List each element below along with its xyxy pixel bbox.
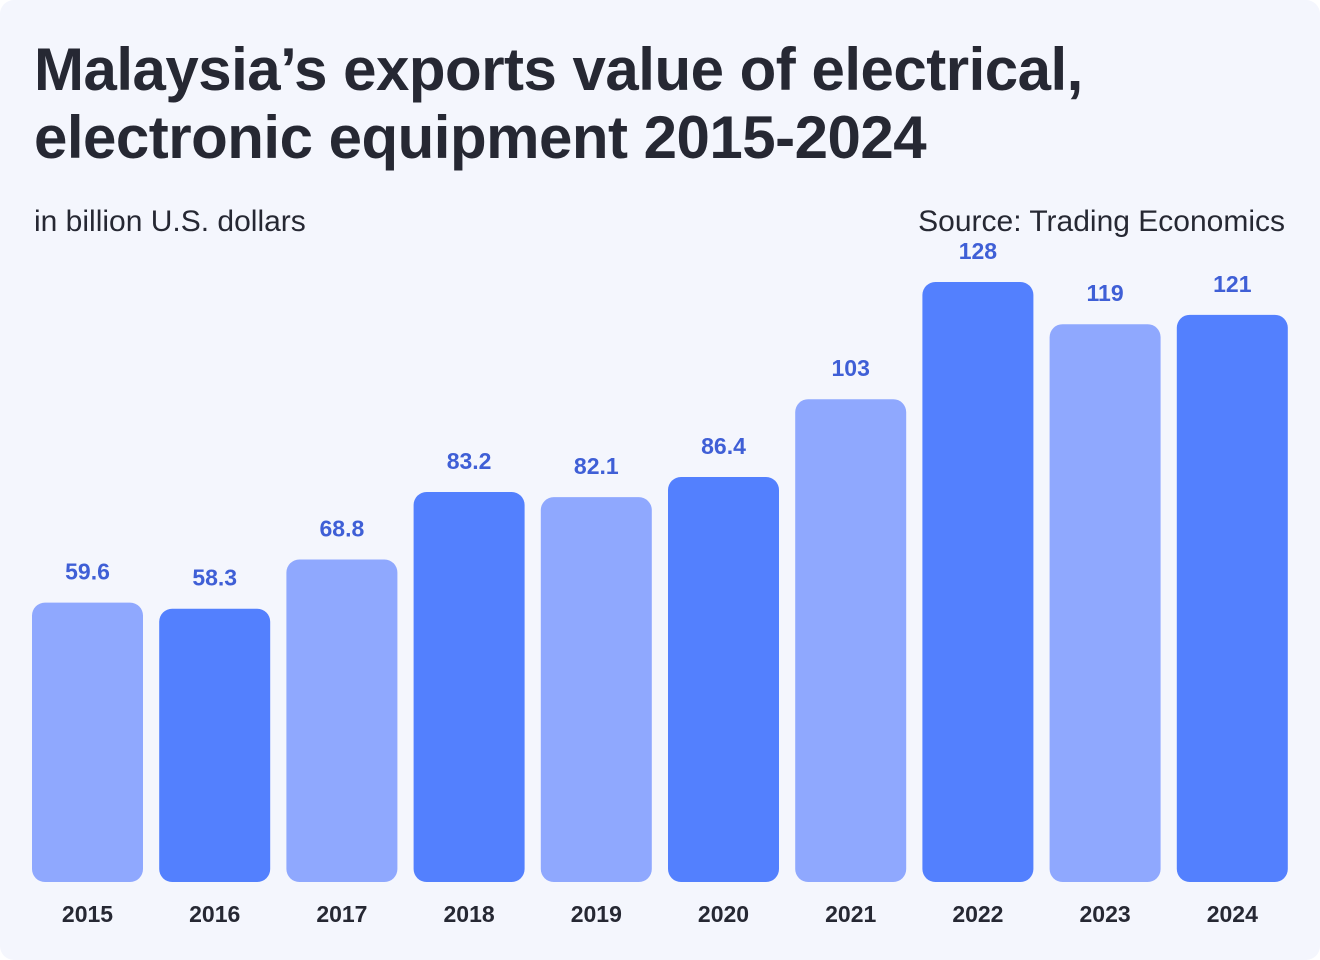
x-tick-label-2021: 2021 [825,901,876,927]
bar-2024 [1176,314,1288,882]
value-label-2022: 128 [959,238,998,264]
bar-2023 [1049,324,1161,882]
bar-2017 [286,559,398,882]
value-label-2019: 82.1 [574,453,619,479]
x-tick-label-2023: 2023 [1080,901,1131,927]
x-tick-label-2016: 2016 [189,901,240,927]
value-label-2021: 103 [832,355,870,381]
bar-2021 [795,399,907,882]
chart-title-line-2: electronic equipment 2015-2024 [34,104,927,171]
value-label-2015: 59.6 [65,559,110,585]
value-label-2016: 58.3 [192,565,237,591]
x-tick-label-2019: 2019 [571,901,622,927]
x-tick-label-2017: 2017 [316,901,367,927]
x-tick-label-2018: 2018 [444,901,495,927]
bar-2015 [32,602,143,882]
value-label-2017: 68.8 [320,516,365,542]
chart-subtitle: in billion U.S. dollars [34,205,306,238]
bar-2018 [413,492,525,882]
bar-2016 [159,608,271,882]
value-label-2024: 121 [1213,271,1252,297]
x-tick-label-2024: 2024 [1207,901,1258,927]
chart-title: Malaysia’s exports value of electrical, … [34,36,1294,172]
bar-2020 [668,477,779,882]
bar-2022 [922,282,1034,882]
chart-source: Source: Trading Economics [918,205,1285,238]
value-label-2018: 83.2 [447,448,492,474]
x-tick-label-2020: 2020 [698,901,749,927]
value-label-2020: 86.4 [701,433,746,459]
chart-title-line-1: Malaysia’s exports value of electrical, [34,36,1083,103]
bar-2019 [540,497,652,882]
x-tick-label-2022: 2022 [952,901,1003,927]
x-tick-label-2015: 2015 [62,901,113,927]
value-label-2023: 119 [1087,280,1124,306]
